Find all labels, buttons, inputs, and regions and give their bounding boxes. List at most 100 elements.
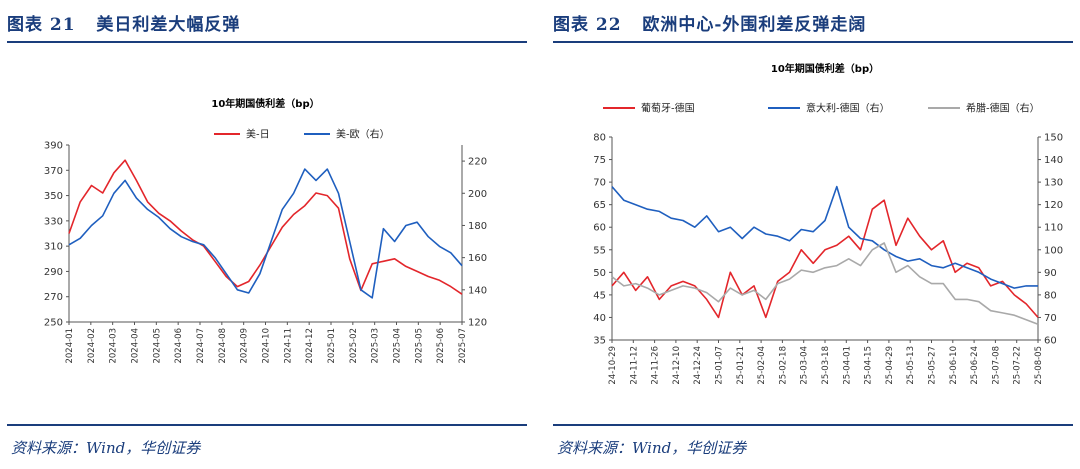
y-left-tick-label: 370 <box>44 166 63 177</box>
y-right-tick-label: 70 <box>1044 313 1057 324</box>
x-tick-label: 2024-03 <box>109 328 119 364</box>
x-tick-label: 25-01-21 <box>736 346 746 385</box>
y-right-tick-label: 60 <box>1044 336 1057 347</box>
x-tick-label: 2024-08 <box>218 328 228 364</box>
x-tick-label: 25-06-24 <box>970 346 980 385</box>
x-tick-label: 24-12-10 <box>672 346 682 385</box>
series-line-3 <box>611 242 1039 325</box>
x-tick-label: 25-03-18 <box>821 346 831 385</box>
x-tick-label: 2025-07 <box>458 328 468 364</box>
y-left-tick-label: 40 <box>593 313 606 324</box>
legend-label: 美-欧（右） <box>336 128 390 141</box>
y-left-tick-label: 65 <box>593 200 606 211</box>
figure-heading: 图表 21 美日利差大幅反弹 <box>7 10 240 35</box>
y-right-tick-label: 90 <box>1044 268 1057 279</box>
y-left-tick-label: 250 <box>44 318 63 329</box>
y-left-tick-label: 80 <box>593 133 606 144</box>
y-left-tick-label: 270 <box>44 292 63 303</box>
x-tick-label: 25-04-15 <box>864 346 874 385</box>
x-tick-label: 2024-05 <box>152 328 162 364</box>
x-tick-label: 2025-04 <box>393 328 403 364</box>
y-right-tick-label: 160 <box>468 253 487 264</box>
y-left-tick-label: 45 <box>593 290 606 301</box>
x-tick-label: 2025-03 <box>371 328 381 364</box>
legend-label: 希腊-德国（右） <box>966 102 1040 115</box>
figure-label: 图表 21 <box>7 15 76 35</box>
x-tick-label: 2024-12 <box>305 328 315 364</box>
x-tick-label: 25-05-27 <box>928 346 938 385</box>
x-tick-label: 25-01-07 <box>715 346 725 385</box>
x-tick-label: 24-12-24 <box>693 346 703 385</box>
series-line-2 <box>611 185 1038 289</box>
y-left-tick-label: 60 <box>593 223 606 234</box>
x-tick-label: 2024-09 <box>240 328 250 364</box>
x-tick-label: 25-05-13 <box>906 346 916 385</box>
x-tick-label: 2025-01 <box>327 328 337 364</box>
figure-heading-text: 欧洲中心-外围利差反弹走阔 <box>642 15 867 35</box>
top-rule <box>553 41 1073 43</box>
x-tick-label: 25-04-01 <box>842 346 852 385</box>
y-left-tick-label: 290 <box>44 267 63 278</box>
x-tick-label: 25-07-22 <box>1013 346 1023 385</box>
series-line-2 <box>68 168 463 299</box>
y-left-tick-label: 55 <box>593 245 606 256</box>
x-tick-label: 25-06-10 <box>949 346 959 385</box>
bottom-rule <box>7 424 527 426</box>
y-left-tick-label: 350 <box>44 191 63 202</box>
figure-heading: 图表 22 欧洲中心-外围利差反弹走阔 <box>553 10 866 35</box>
legend-label: 美-日 <box>246 128 270 141</box>
source-note: 资料来源：Wind，华创证券 <box>557 439 747 457</box>
series-line-1 <box>611 199 1039 319</box>
x-tick-label: 2024-07 <box>196 328 206 364</box>
chart-euro-periphery-spread: 10年期国债利差（bp） 35 40 45 50 55 60 65 70 75 80 60 70 80 90… <box>593 62 1063 385</box>
y-right-tick-label: 220 <box>468 157 487 168</box>
y-right-tick-label: 200 <box>468 189 487 200</box>
x-tick-label: 2024-02 <box>87 328 97 364</box>
chart-title: 10年期国债利差（bp） <box>771 62 879 75</box>
y-left-tick-label: 70 <box>593 178 606 189</box>
x-tick-label: 2025-06 <box>436 328 446 364</box>
x-tick-label: 2024-11 <box>283 328 293 364</box>
source-note: 资料来源：Wind，华创证券 <box>11 439 201 457</box>
x-tick-label: 2025-05 <box>414 328 424 364</box>
legend-label: 意大利-德国（右） <box>806 102 890 115</box>
y-left-tick-label: 310 <box>44 242 63 253</box>
x-tick-label: 2024-10 <box>262 328 272 364</box>
x-tick-label: 24-11-26 <box>651 346 661 385</box>
x-tick-label: 25-03-04 <box>800 346 810 385</box>
figure-label: 图表 22 <box>553 15 622 35</box>
chart-us-jp-spread: 10年期国债利差（bp） 250 270 290 310 330 350 370 390 120 1… <box>44 97 487 364</box>
y-right-tick-label: 140 <box>1044 155 1063 166</box>
series-line-1 <box>68 159 463 295</box>
top-rule <box>7 41 527 43</box>
figure-heading-text: 美日利差大幅反弹 <box>96 15 241 35</box>
y-right-tick-label: 100 <box>1044 245 1063 256</box>
y-left-tick-label: 330 <box>44 216 63 227</box>
y-right-tick-label: 120 <box>1044 200 1063 211</box>
bottom-rule <box>553 424 1073 426</box>
x-tick-label: 25-02-04 <box>757 346 767 385</box>
x-tick-label: 2024-01 <box>65 328 75 364</box>
x-tick-label: 2024-04 <box>131 328 141 364</box>
y-left-tick-label: 35 <box>593 336 606 347</box>
y-right-tick-label: 120 <box>468 318 487 329</box>
y-right-tick-label: 180 <box>468 221 487 232</box>
y-right-tick-label: 140 <box>468 285 487 296</box>
y-left-tick-label: 75 <box>593 155 606 166</box>
y-right-tick-label: 110 <box>1044 223 1063 234</box>
x-tick-label: 25-07-08 <box>991 346 1001 385</box>
x-tick-label: 25-08-05 <box>1034 346 1044 385</box>
figure-panel-21: 图表 21 美日利差大幅反弹 10年期国债利差（bp） 250 270 290 310 3… <box>7 0 534 469</box>
y-right-tick-label: 130 <box>1044 178 1063 189</box>
x-tick-label: 24-10-29 <box>608 346 618 385</box>
y-left-tick-label: 50 <box>593 268 606 279</box>
y-right-tick-label: 80 <box>1044 290 1057 301</box>
chart-title: 10年期国债利差（bp） <box>211 97 319 110</box>
x-tick-label: 2024-06 <box>174 328 184 364</box>
figure-panel-22: 图表 22 欧洲中心-外围利差反弹走阔 10年期国债利差（bp） 35 40 45 50… <box>553 0 1080 469</box>
x-tick-label: 2025-02 <box>349 328 359 364</box>
y-right-tick-label: 150 <box>1044 133 1063 144</box>
x-tick-label: 25-04-29 <box>885 346 895 385</box>
x-tick-label: 25-02-18 <box>778 346 788 385</box>
x-tick-label: 24-11-12 <box>629 346 639 385</box>
